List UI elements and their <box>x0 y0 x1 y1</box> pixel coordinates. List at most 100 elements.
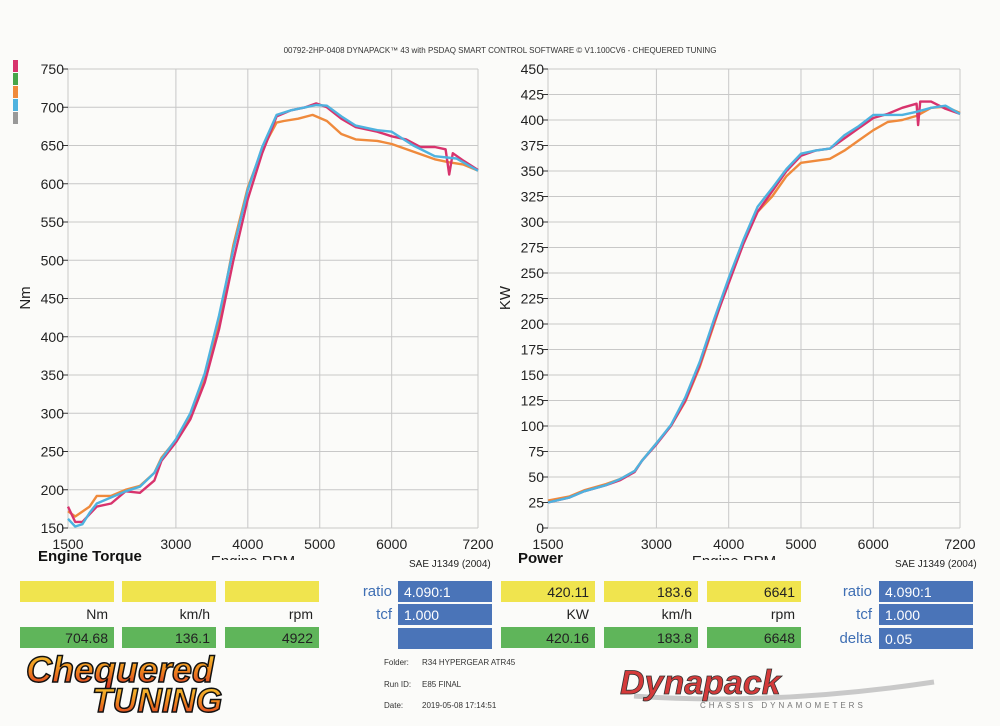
power-peak-kmh: 183.8 <box>604 627 698 648</box>
power-y-tick-label: 375 <box>521 138 545 154</box>
torque-unit-nm: Nm <box>86 605 108 622</box>
torque-series-line <box>67 103 479 528</box>
power-tcf-label: tcf <box>856 606 872 623</box>
torque-y-tick-label: 750 <box>41 61 65 77</box>
power-y-tick-label: 175 <box>521 342 545 358</box>
torque-series-line <box>66 102 479 524</box>
power-y-tick-label: 125 <box>521 393 545 409</box>
meta-run-label: Run ID: <box>384 680 412 689</box>
power-y-tick-label: 425 <box>521 87 545 103</box>
power-x-tick-label: 7200 <box>944 536 975 552</box>
meta-folder: Folder: R34 HYPERGEAR ATR45 <box>384 658 515 667</box>
power-y-tick-label: 200 <box>521 316 545 332</box>
power-peak-kw: 420.16 <box>501 627 595 648</box>
torque-param3-value <box>398 628 492 649</box>
power-y-tick-label: 150 <box>521 367 545 383</box>
torque-y-tick-label: 700 <box>41 99 65 115</box>
torque-ratio-label: ratio <box>362 583 392 600</box>
power-series-line <box>547 100 961 504</box>
torque-y-tick-label: 650 <box>41 138 65 154</box>
legend-swatch <box>13 73 18 85</box>
torque-x-tick-label: 1500 <box>52 536 83 552</box>
legend-swatch <box>13 86 18 98</box>
power-delta-label: delta <box>839 630 872 647</box>
torque-chart: 150 200 250 300 350 400 450 500 550 600 650 700 750 1… <box>17 61 494 560</box>
power-x-tick-label: 5000 <box>785 536 816 552</box>
power-y-tick-label: 100 <box>521 418 545 434</box>
torque-peak-kmh: 136.1 <box>122 627 216 648</box>
torque-tcf-value: 1.000 <box>398 604 492 625</box>
meta-date: Date: 2019-05-08 17:14:51 <box>384 701 496 710</box>
meta-date-value: 2019-05-08 17:14:51 <box>422 701 497 710</box>
power-series-line <box>547 105 961 502</box>
torque-max-rpm <box>225 581 319 602</box>
chequered-logo-line2: TUNING <box>92 682 222 716</box>
power-y-tick-label: 275 <box>521 240 545 256</box>
torque-y-tick-label: 150 <box>41 520 65 536</box>
torque-x-tick-label: 3000 <box>160 536 191 552</box>
torque-y-tick-label: 500 <box>41 252 65 268</box>
torque-tcf-label: tcf <box>376 606 392 623</box>
torque-max-kmh <box>122 581 216 602</box>
torque-max-nm <box>20 581 114 602</box>
torque-y-tick-label: 350 <box>41 367 65 383</box>
chequered-tuning-logo: Chequered TUNING <box>25 650 223 716</box>
legend-swatch <box>13 99 18 111</box>
power-y-tick-label: 250 <box>521 265 545 281</box>
meta-folder-value: R34 HYPERGEAR ATR45 <box>422 658 516 667</box>
power-ratio-label: ratio <box>842 583 872 600</box>
power-max-rpm: 6641 <box>707 581 801 602</box>
torque-peak-nm: 704.68 <box>20 627 114 648</box>
power-x-axis-label: Engine RPM <box>692 553 776 560</box>
power-delta-value: 0.05 <box>879 628 973 649</box>
torque-ratio-value: 4.090:1 <box>398 581 492 602</box>
torque-y-axis-label: Nm <box>17 286 34 309</box>
power-y-tick-label: 300 <box>521 214 545 230</box>
power-unit-kmh: km/h <box>661 605 692 622</box>
torque-y-tick-label: 400 <box>41 329 65 345</box>
power-y-axis-label: KW <box>497 285 514 310</box>
legend-swatch <box>13 60 18 72</box>
power-max-kw: 420.11 <box>501 581 595 602</box>
dynapack-logo: Dynapack CHASSIS DYNAMOMETERS <box>620 664 935 710</box>
torque-unit-rpm: rpm <box>288 605 313 622</box>
power-chart: 0 25 50 75 100 125 150 175 200 225 250 275 300 325 350… <box>497 61 976 560</box>
torque-standard: SAE J1349 (2004) <box>409 559 491 570</box>
power-x-tick-label: 6000 <box>858 536 889 552</box>
meta-run: Run ID: E85 FINAL <box>384 680 461 689</box>
power-series-line <box>547 104 961 504</box>
power-ratio-value: 4.090:1 <box>879 581 973 602</box>
dynapack-logo-sub: CHASSIS DYNAMOMETERS <box>700 701 866 710</box>
torque-y-tick-label: 600 <box>41 176 65 192</box>
power-y-tick-label: 50 <box>528 469 544 485</box>
power-y-tick-label: 450 <box>521 61 545 77</box>
chequered-logo-line1: Chequered <box>26 650 215 690</box>
torque-x-axis-label: Engine RPM <box>211 553 295 560</box>
torque-x-tick-label: 5000 <box>304 536 335 552</box>
torque-x-tick-label: 6000 <box>376 536 407 552</box>
torque-unit-kmh: km/h <box>179 605 210 622</box>
power-unit-rpm: rpm <box>770 605 795 622</box>
torque-chart-title: Engine Torque <box>38 548 142 565</box>
torque-y-tick-label: 250 <box>41 444 65 460</box>
power-y-tick-label: 225 <box>521 291 545 307</box>
meta-run-value: E85 FINAL <box>422 680 462 689</box>
power-standard: SAE J1349 (2004) <box>895 559 977 570</box>
legend-swatches <box>13 60 18 125</box>
power-x-tick-label: 3000 <box>641 536 672 552</box>
power-y-tick-label: 75 <box>528 444 544 460</box>
torque-y-tick-label: 300 <box>41 405 65 421</box>
power-x-tick-label: 4000 <box>713 536 744 552</box>
legend-swatch <box>13 112 18 124</box>
power-max-kmh: 183.6 <box>604 581 698 602</box>
power-y-tick-label: 0 <box>536 520 544 536</box>
power-y-tick-label: 25 <box>528 495 544 511</box>
power-unit-kw: KW <box>566 605 589 622</box>
meta-date-label: Date: <box>384 701 404 710</box>
torque-y-tick-label: 200 <box>41 482 65 498</box>
torque-x-tick-label: 7200 <box>462 536 493 552</box>
power-peak-rpm: 6648 <box>707 627 801 648</box>
torque-y-tick-label: 550 <box>41 214 65 230</box>
power-chart-title: Power <box>518 550 564 567</box>
power-y-tick-label: 350 <box>521 163 545 179</box>
